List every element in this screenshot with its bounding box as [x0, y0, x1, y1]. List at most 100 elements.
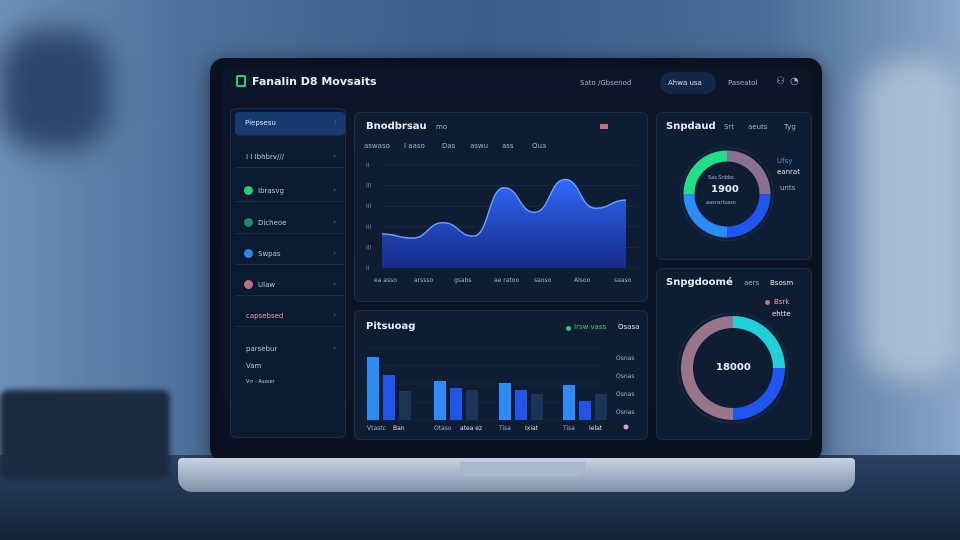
sidebar-item[interactable]: I I Ibhbrv/// ›	[236, 146, 344, 168]
donut2-label: aers	[744, 279, 760, 287]
bar	[367, 357, 379, 420]
sidebar-item[interactable]: Vam	[236, 355, 344, 371]
donut-segment	[726, 193, 771, 238]
x-tick-label: atea ez	[460, 425, 482, 432]
x-tick-label: Ielat	[589, 425, 603, 432]
bar	[383, 375, 395, 420]
bar	[595, 394, 607, 420]
sidebar-item-label: Vam	[246, 362, 262, 370]
donut1-center-label: Sas Snbbs	[708, 175, 734, 181]
bar	[499, 383, 511, 420]
donut1-label: Tyg	[784, 123, 796, 131]
sidebar-item-label: Ulaw	[258, 281, 276, 289]
donut-segment	[681, 316, 734, 420]
area-fill	[382, 179, 626, 268]
x-tick-label: Vtastc	[367, 425, 386, 432]
donut-segment	[732, 316, 785, 369]
bar	[399, 391, 411, 420]
status-dot-icon	[244, 249, 253, 258]
sidebar-item[interactable]: Dicheoe ›	[236, 212, 344, 234]
chevron-right-icon: ›	[333, 152, 336, 160]
x-tick-label: Otaso	[434, 425, 452, 432]
y-tick-label: Osnas	[616, 355, 634, 362]
donut1-subtitle: Srt	[724, 123, 735, 131]
chart-tab[interactable]: I aaso	[404, 142, 425, 150]
sidebar-item[interactable]: Ulaw ›	[236, 274, 344, 296]
bar	[563, 385, 575, 420]
sidebar-item[interactable]: Swpas ›	[236, 243, 344, 265]
x-tick-label: Tisa	[562, 425, 575, 432]
x-tick-label: ea asso	[374, 277, 397, 284]
y-tick-label: III	[366, 224, 372, 231]
sidebar-item[interactable]: capsebsed ›	[236, 305, 344, 327]
chevron-right-icon: ›	[333, 344, 336, 352]
bar-chart-title: Pitsuoag	[366, 321, 416, 332]
y-tick-label: II	[366, 265, 370, 272]
chart-tab[interactable]: Das	[442, 142, 456, 150]
x-tick-label: Ixiat	[525, 425, 539, 432]
flag-icon	[600, 124, 608, 129]
chevron-right-icon: ›	[333, 186, 336, 194]
donut2-legend: Bsrk	[774, 298, 790, 306]
y-tick-label: Osnas	[616, 409, 634, 416]
donut-ring	[680, 147, 774, 241]
donut1-legend: Ufsy	[777, 157, 793, 165]
bar	[434, 381, 446, 420]
donut-segment	[732, 367, 785, 420]
chevron-right-icon: ›	[333, 311, 336, 319]
chart-tab[interactable]: ass	[502, 142, 514, 150]
legend-dot	[765, 300, 770, 305]
app-title: Fanalin D8 Movsaits	[252, 75, 377, 88]
sidebar-item[interactable]: parsebur ›	[236, 338, 344, 354]
donut1-legend: unts	[780, 184, 796, 192]
sidebar-item[interactable]: Piepsesu ›	[235, 112, 345, 136]
bell-icon[interactable]: ◔	[790, 76, 799, 87]
chart-tab[interactable]: Oua	[532, 142, 547, 150]
sidebar-item-label: capsebsed	[246, 312, 284, 320]
donut2-label: Bsosm	[770, 279, 794, 287]
donut-segment	[683, 150, 728, 195]
nav-item[interactable]: Sato /Gbsenod	[580, 79, 632, 87]
x-tick-label: gsabs	[454, 277, 472, 284]
nav-item[interactable]: Paseatol	[728, 79, 758, 87]
bar	[466, 390, 478, 420]
line-chart-title: Bnodbrsau	[366, 121, 427, 132]
donut2-center-value: 18000	[716, 362, 751, 373]
chevron-right-icon: ›	[333, 218, 336, 226]
chart-tab[interactable]: aswu	[470, 142, 489, 150]
y-tick-label: III	[366, 203, 372, 210]
sidebar	[230, 108, 346, 438]
donut1-label: aeuts	[748, 123, 768, 131]
legend-dot	[623, 424, 629, 430]
x-tick-label: Alsoo	[574, 277, 591, 284]
status-dot-icon	[244, 218, 253, 227]
laptop-notch	[460, 462, 585, 476]
chevron-right-icon: ›	[334, 118, 337, 126]
bar	[515, 390, 527, 420]
chart-tab[interactable]: aswaso	[364, 142, 390, 150]
y-tick-label: Osnas	[616, 391, 634, 398]
user-icon[interactable]: ⚇	[776, 76, 785, 87]
status-dot-icon	[244, 280, 253, 289]
sidebar-item[interactable]: Vrr - Assser	[236, 372, 344, 388]
y-tick-label: II	[366, 162, 370, 169]
donut1-center-caption: aasnsrtsaso	[706, 200, 736, 206]
y-tick-label: Osnas	[616, 373, 634, 380]
sidebar-item-label: I I Ibhbrv///	[246, 153, 285, 161]
chevron-right-icon: ›	[333, 280, 336, 288]
sidebar-item-label: Swpas	[258, 250, 281, 258]
sidebar-item[interactable]: Ibrasvg ›	[236, 180, 344, 202]
sidebar-item-label: parsebur	[246, 345, 278, 353]
area-line	[381, 178, 627, 239]
sidebar-item-label: Ibrasvg	[258, 187, 284, 195]
donut-segment	[726, 150, 771, 195]
nav-pill[interactable]: Ahwa usa	[660, 72, 716, 94]
sidebar-item-label: Piepsesu	[245, 119, 276, 127]
donut1-title: Snpdaud	[666, 121, 716, 132]
x-tick-label: ae ratoo	[494, 277, 519, 284]
donut-segment	[683, 193, 728, 238]
status-dot-icon	[244, 186, 253, 195]
x-tick-label: saoso	[534, 277, 552, 284]
bar	[531, 394, 543, 420]
